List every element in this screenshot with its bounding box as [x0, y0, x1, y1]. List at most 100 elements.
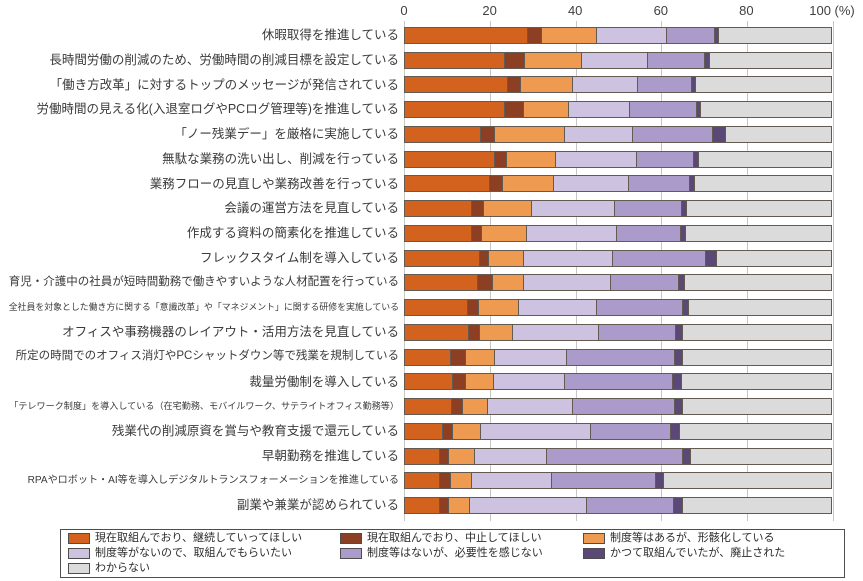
x-axis-tick-label: 0 [400, 3, 408, 18]
bar-segment [695, 76, 832, 94]
category-label: 育児・介護中の社員が短時間勤務で働きやすいような人材配置を行っている [8, 276, 399, 289]
bar-segment [439, 447, 450, 465]
chart-row: RPAやロボット・AI等を導入しデジタルトランスフォーメーションを推進している [0, 469, 863, 494]
bar-segment [569, 101, 630, 119]
bar-segment [490, 175, 503, 193]
gridline [404, 21, 405, 521]
bar-segment [404, 447, 440, 465]
bar-segment [480, 422, 592, 440]
bar-segment [725, 125, 832, 143]
bar-segment [599, 323, 677, 341]
bar-segment [572, 76, 638, 94]
legend-item: 制度等はあるが、形骸化している [583, 532, 844, 545]
x-axis-tick-label: 100 (%) [809, 3, 855, 18]
category-label: 労働時間の見える化(入退室ログやPCログ管理等)を推進している [36, 102, 399, 117]
bar-segment [508, 76, 521, 94]
legend-item: 制度等がないので、取組んでもらいたい [68, 547, 340, 560]
bar-segment [495, 125, 565, 143]
bar-segment [682, 497, 832, 515]
bar-segment [404, 125, 482, 143]
x-axis-labels: 0 20 40 60 80 100 (%) [400, 2, 854, 19]
bar-segment [686, 224, 832, 242]
bar-segment [472, 224, 482, 242]
bar-segment [480, 249, 490, 267]
chart-row: 「テレワーク制度」を導入している（在宅勤務、モバイルワーク、サテライトオフィス勤… [0, 394, 863, 419]
stacked-bar [404, 274, 832, 292]
stacked-bar [404, 51, 832, 69]
bar-segment [475, 447, 547, 465]
bar-segment [523, 274, 611, 292]
bar-segment [523, 101, 570, 119]
bar-segment [404, 224, 473, 242]
legend-item: 現在取組んでおり、中止してほしい [340, 532, 583, 545]
bar-segment [614, 200, 682, 218]
chart-row: 業務フローの見直しや業務改善を行っている [0, 172, 863, 197]
bar-segment [681, 373, 832, 391]
legend-color-chip [68, 548, 90, 559]
bar-segment [682, 398, 832, 416]
bar-segment [495, 348, 567, 366]
bar-segment [404, 398, 452, 416]
bar-segment [679, 274, 686, 292]
bar-segment [469, 497, 588, 515]
bar-segment [479, 299, 520, 317]
bar-segment [481, 125, 496, 143]
category-label: 副業や兼業が認められている [236, 498, 399, 513]
legend: 現在取組んでおり、継続していってほしい 現在取組んでおり、中止してほしい 制度等はあ… [60, 529, 845, 578]
bar-segment [495, 150, 508, 168]
gridline [575, 21, 577, 521]
stacked-bar [404, 373, 832, 391]
bar-segment [717, 249, 832, 267]
stacked-bar [404, 422, 832, 440]
category-label: 作成する資料の簡素化を推進している [186, 226, 399, 241]
bar-rows: 休暇取得を推進している長時間労働の削減のため、労働時間の削減目標を設定している「… [0, 23, 863, 518]
bar-segment [566, 348, 675, 366]
legend-label: 現在取組んでおり、中止してほしい [367, 532, 542, 544]
category-label: 長時間労働の削減のため、労働時間の削減目標を設定している [49, 52, 399, 67]
chart-row: 休暇取得を推進している [0, 23, 863, 48]
bar-segment [674, 348, 684, 366]
bar-segment [525, 51, 582, 69]
category-label: 裁量労働制を導入している [249, 374, 399, 389]
bar-segment [680, 422, 832, 440]
legend-label: 現在取組んでおり、継続していってほしい [95, 532, 303, 544]
legend-label: かつて取組んでいたが、廃止された [610, 547, 786, 559]
stacked-bar [404, 101, 832, 119]
stacked-bar [404, 472, 832, 490]
bar-segment [553, 175, 630, 193]
bar-segment [488, 398, 574, 416]
bar-segment [696, 101, 702, 119]
bar-segment [541, 26, 598, 44]
bar-segment [546, 447, 683, 465]
bar-segment [683, 348, 832, 366]
legend-color-chip [68, 563, 90, 574]
bar-segment [564, 373, 674, 391]
bar-segment [690, 447, 832, 465]
bar-segment [466, 373, 495, 391]
stacked-bar [404, 125, 832, 143]
gridlines [404, 21, 834, 521]
bar-segment [472, 200, 485, 218]
bar-segment [681, 200, 688, 218]
legend-item: 現在取組んでおり、継続していってほしい [68, 532, 340, 545]
legend-color-chip [340, 548, 362, 559]
legend-label: 制度等はないが、必要性を感じない [367, 547, 543, 559]
bar-segment [591, 422, 671, 440]
bar-segment [682, 323, 832, 341]
bar-segment [404, 26, 529, 44]
bar-segment [502, 175, 554, 193]
category-label: 「テレワーク制度」を導入している（在宅勤務、モバイルワーク、サテライトオフィス勤… [9, 401, 399, 412]
stacked-bar [404, 175, 832, 193]
bar-segment [526, 224, 617, 242]
chart-row: 全社員を対象とした働き方に関する「意識改革」や「マネジメント」に関する研修を実施… [0, 295, 863, 320]
category-label: 会議の運営方法を見直している [224, 201, 399, 216]
bar-segment [439, 497, 449, 515]
bar-segment [469, 323, 481, 341]
chart-row: 「働き方改革」に対するトップのメッセージが発信されている [0, 73, 863, 98]
bar-segment [451, 398, 463, 416]
bar-segment [528, 26, 542, 44]
gridline [747, 21, 749, 521]
stacked-bar [404, 497, 832, 515]
bar-segment [505, 51, 526, 69]
x-axis-tick-label: 20 [482, 3, 497, 18]
